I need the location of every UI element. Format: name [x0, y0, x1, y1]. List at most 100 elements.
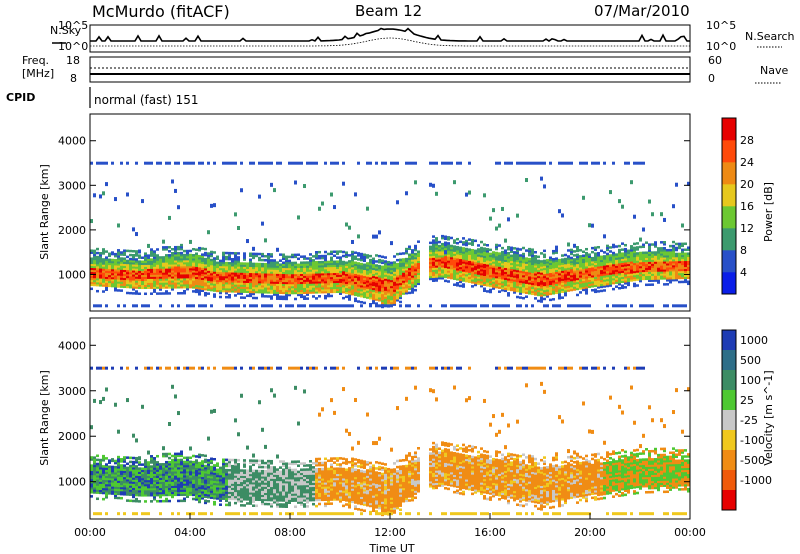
power-cell	[321, 201, 324, 206]
power-cell	[273, 279, 276, 282]
power-cell	[489, 248, 492, 252]
power-cell	[105, 276, 108, 279]
power-cell	[378, 258, 381, 262]
power-cell	[516, 213, 519, 218]
power-cell	[246, 294, 249, 298]
power-cell	[345, 222, 348, 227]
power-cell	[633, 258, 636, 262]
power-cell	[141, 272, 144, 276]
power-cell	[237, 290, 240, 293]
power-cell	[318, 270, 321, 274]
velocity-cell	[108, 481, 111, 485]
power-cell	[231, 288, 234, 291]
power-cell	[294, 291, 297, 295]
power-cell	[459, 254, 462, 258]
power-cell	[165, 274, 168, 277]
power-cell	[612, 261, 615, 265]
power-cell	[489, 268, 492, 272]
power-cell	[261, 221, 264, 226]
power-cell	[588, 259, 591, 262]
power-cell	[192, 258, 195, 261]
power-cell	[258, 270, 261, 274]
power-cell	[441, 248, 444, 252]
power-cell	[555, 263, 558, 266]
power-cell	[552, 261, 555, 265]
power-cell	[228, 271, 231, 275]
power-cell	[480, 266, 483, 270]
power-cell	[513, 247, 516, 250]
power-cell	[561, 274, 564, 277]
power-cell	[546, 285, 549, 288]
power-cell	[558, 264, 561, 268]
power-cell	[495, 277, 498, 281]
power-cell	[396, 252, 399, 256]
velocity-cell	[108, 459, 111, 462]
power-cell	[573, 278, 576, 281]
velocity-cell	[171, 462, 174, 466]
power-cell	[360, 300, 363, 304]
power-cell	[153, 268, 156, 271]
power-cell	[129, 271, 132, 275]
power-cell	[363, 271, 366, 275]
power-cell	[351, 290, 354, 294]
power-cell	[132, 258, 135, 261]
power-cell	[510, 161, 513, 165]
power-cell	[567, 287, 570, 290]
velocity-cell	[186, 470, 189, 474]
power-cell	[525, 287, 528, 290]
power-cell	[507, 266, 510, 269]
power-cell	[576, 263, 579, 267]
power-cell	[402, 264, 405, 267]
power-cell	[324, 260, 327, 264]
power-cell	[642, 265, 645, 269]
velocity-cell	[141, 479, 144, 483]
power-cell	[294, 279, 297, 283]
power-cell	[141, 260, 144, 263]
power-cell	[555, 279, 558, 282]
power-cell	[360, 264, 363, 268]
velocity-cell	[186, 495, 189, 498]
power-cell	[312, 273, 315, 276]
velocity-cell	[177, 468, 180, 472]
power-cell	[411, 265, 414, 268]
power-cell	[96, 257, 99, 261]
power-cell	[519, 286, 522, 289]
power-cell	[510, 276, 513, 280]
power-cell	[684, 258, 687, 262]
velocity-cell	[114, 488, 117, 491]
power-cell	[339, 250, 342, 253]
power-cell	[435, 161, 438, 165]
power-cell	[396, 276, 399, 280]
velocity-cell	[105, 473, 108, 477]
power-cell	[342, 262, 345, 266]
power-cell	[93, 253, 96, 257]
velocity-cell	[183, 489, 186, 492]
power-cell	[435, 273, 438, 276]
power-cell	[246, 288, 249, 292]
power-cell	[660, 271, 663, 274]
power-cell	[453, 257, 456, 260]
power-cell	[345, 285, 348, 289]
velocity-cell	[192, 460, 195, 464]
velocity-cell	[93, 456, 96, 459]
power-cell	[432, 235, 435, 238]
power-cell	[366, 284, 369, 287]
power-cell	[561, 278, 564, 281]
power-cell	[459, 304, 462, 308]
velocity-cell	[153, 485, 156, 489]
power-cell	[378, 278, 381, 282]
power-cell	[216, 263, 219, 267]
power-cell	[513, 259, 516, 262]
power-cell	[483, 271, 486, 274]
velocity-cell	[111, 469, 114, 473]
power-cell	[117, 263, 120, 266]
power-cell	[303, 285, 306, 288]
power-cell	[384, 288, 387, 291]
power-cell	[195, 280, 198, 284]
power-cell	[291, 275, 294, 279]
power-cell	[642, 259, 645, 263]
power-cell	[186, 259, 189, 263]
power-cell	[267, 267, 270, 270]
power-cell	[393, 161, 396, 165]
power-cell	[681, 252, 684, 256]
